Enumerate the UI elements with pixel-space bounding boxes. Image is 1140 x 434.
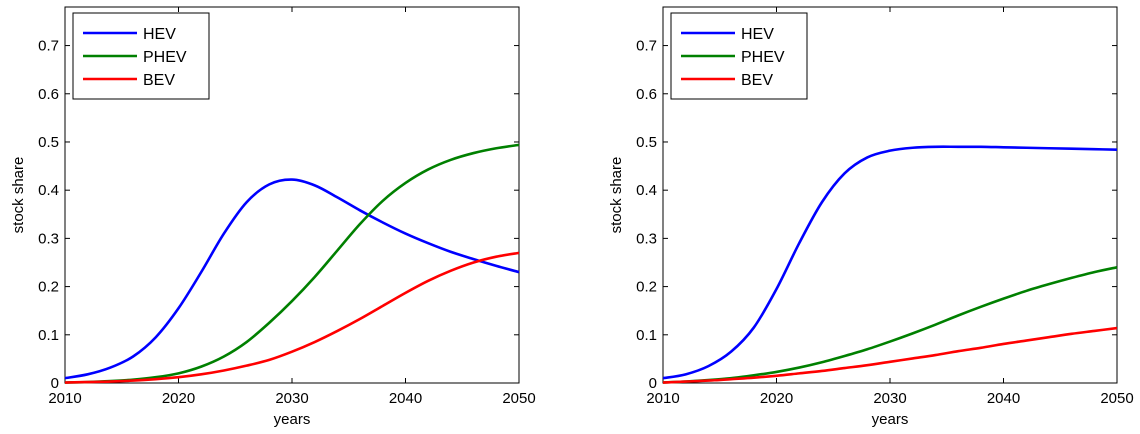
y-tick-label: 0.4 [38, 182, 59, 199]
x-axis-label: years [872, 411, 909, 428]
series-line-bev [64, 251, 520, 384]
chart-right: 0 0.1 0.2 0.3 0.4 0.5 0.6 0.7 2010 2020 2030 2040 20… [608, 6, 1134, 428]
legend-label-hev: HEV [741, 26, 774, 43]
y-axis-label: stock share [10, 157, 27, 234]
y-tick-label: 0.2 [636, 279, 657, 296]
series-line-hev [64, 178, 520, 380]
x-axis-label: years [274, 411, 311, 428]
legend-label-phev: PHEV [143, 49, 187, 66]
y-tick-label: 0.1 [38, 327, 59, 344]
x-tick-label: 2020 [162, 390, 195, 407]
y-tick-label: 0.6 [636, 86, 657, 103]
series-line-hev [662, 145, 1118, 380]
y-tick-label: 0.3 [636, 230, 657, 247]
legend-label-phev: PHEV [741, 49, 785, 66]
y-tick-label: 0.7 [38, 38, 59, 55]
series-line-bev [662, 326, 1118, 384]
y-tick-label: 0.5 [636, 134, 657, 151]
legend-label-bev: BEV [143, 72, 175, 89]
y-tick-label: 0 [649, 375, 657, 392]
x-tick-label: 2040 [389, 390, 422, 407]
y-axis-label: stock share [608, 157, 625, 234]
y-tick-label: 0.5 [38, 134, 59, 151]
y-tick-label: 0.1 [636, 327, 657, 344]
x-tick-label: 2050 [1100, 390, 1133, 407]
series-line-phev [662, 266, 1118, 384]
x-tick-label: 2030 [873, 390, 906, 407]
y-tick-label: 0.2 [38, 279, 59, 296]
y-tick-label: 0.7 [636, 38, 657, 55]
legend-label-hev: HEV [143, 26, 176, 43]
y-tick-label: 0 [51, 375, 59, 392]
x-tick-label: 2010 [48, 390, 81, 407]
y-tick-label: 0.4 [636, 182, 657, 199]
x-tick-label: 2050 [502, 390, 535, 407]
y-tick-label: 0.6 [38, 86, 59, 103]
x-tick-label: 2040 [987, 390, 1020, 407]
x-tick-label: 2030 [275, 390, 308, 407]
legend-label-bev: BEV [741, 72, 773, 89]
x-tick-label: 2020 [760, 390, 793, 407]
y-tick-label: 0.3 [38, 230, 59, 247]
x-tick-label: 2010 [646, 390, 679, 407]
chart-left: 0 0.1 0.2 0.3 0.4 0.5 0.6 0.7 2010 2020 2030 2040 20… [10, 6, 536, 428]
